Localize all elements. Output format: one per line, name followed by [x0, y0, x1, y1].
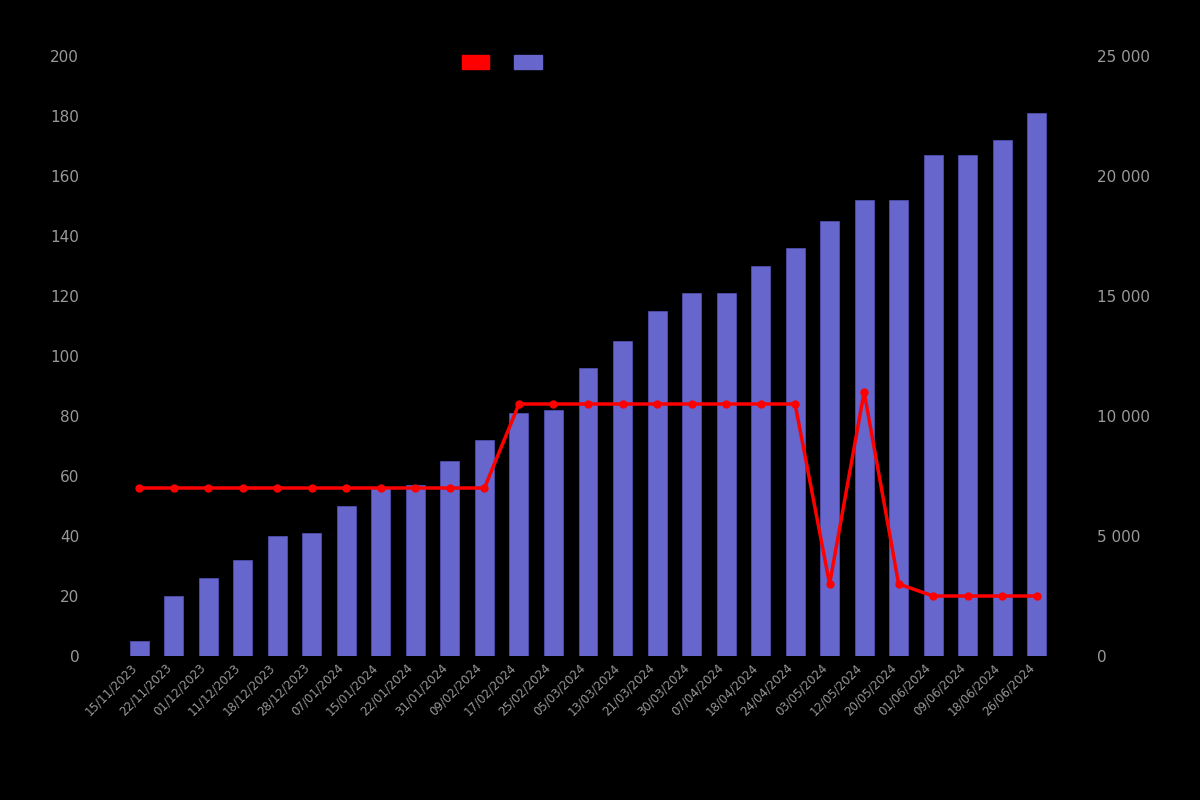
Bar — [958, 155, 977, 656]
Bar — [578, 368, 598, 656]
Bar — [406, 485, 425, 656]
Bar — [751, 266, 770, 656]
Bar — [716, 293, 736, 656]
Bar — [924, 155, 943, 656]
Bar — [510, 413, 528, 656]
Bar — [337, 506, 356, 656]
Bar — [475, 440, 494, 656]
Bar — [854, 200, 874, 656]
Bar — [544, 410, 563, 656]
Bar — [199, 578, 218, 656]
Bar — [648, 311, 666, 656]
Bar — [372, 488, 390, 656]
Bar — [682, 293, 701, 656]
Bar — [268, 536, 287, 656]
Bar — [164, 596, 184, 656]
Bar — [992, 140, 1012, 656]
Bar — [1027, 113, 1046, 656]
Bar — [820, 221, 839, 656]
Bar — [130, 641, 149, 656]
Legend: , : , — [457, 51, 557, 74]
Bar — [889, 200, 908, 656]
Bar — [233, 560, 252, 656]
Bar — [302, 533, 322, 656]
Bar — [440, 461, 460, 656]
Bar — [786, 248, 804, 656]
Bar — [613, 341, 632, 656]
